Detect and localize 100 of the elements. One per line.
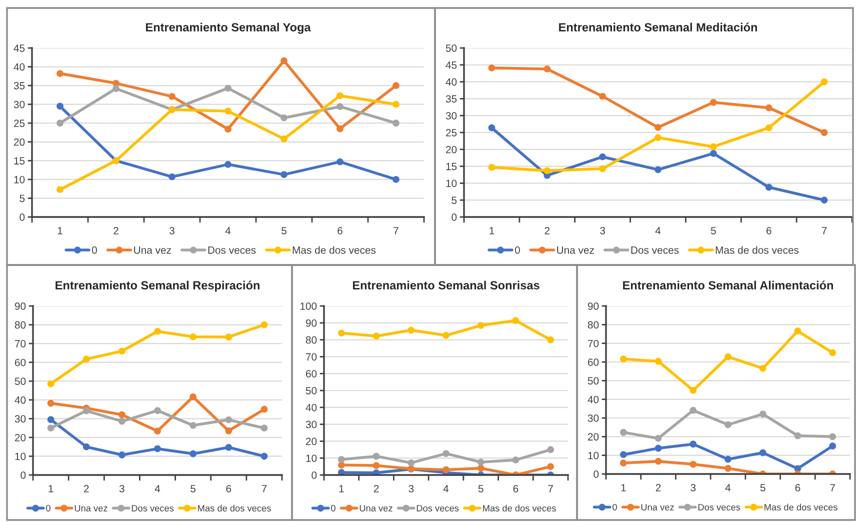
- x-tick-label: 1: [48, 485, 54, 492]
- x-tick-label: 4: [443, 485, 449, 492]
- legend-label: Dos veces: [631, 246, 679, 254]
- x-tick-label: 3: [170, 226, 174, 234]
- y-tick-label: 60: [15, 358, 26, 366]
- legend-label: Mas de dos veces: [716, 246, 799, 254]
- y-tick-label: 40: [14, 63, 25, 71]
- x-tick-label: 4: [154, 485, 160, 492]
- chart-title: Entrenamiento Semanal Alimentación: [623, 280, 833, 290]
- y-tick-label: 70: [588, 340, 599, 348]
- y-tick-label: 90: [14, 302, 26, 310]
- legend-label: Dos veces: [416, 505, 459, 512]
- x-tick-label: 3: [119, 484, 124, 492]
- y-tick-label: 40: [14, 396, 26, 404]
- y-tick-label: 10: [306, 454, 317, 462]
- y-tick-label: 0: [20, 214, 25, 221]
- legend-label: Dos veces: [132, 505, 174, 512]
- legend-label: Una vez: [360, 505, 392, 512]
- chart-title: Entrenamiento Semanal Sonrisas: [352, 280, 540, 290]
- x-tick-label: 6: [766, 226, 772, 234]
- x-tick-label: 3: [600, 226, 606, 234]
- x-tick-label: 5: [282, 227, 286, 234]
- x-tick-label: 4: [225, 227, 231, 234]
- x-tick-label: 2: [656, 484, 661, 492]
- y-tick-label: 30: [14, 415, 26, 423]
- y-tick-label: 90: [306, 319, 317, 327]
- y-tick-label: 50: [588, 377, 599, 385]
- x-tick-label: 1: [58, 227, 62, 234]
- legend-label: 0: [46, 504, 50, 512]
- x-tick-label: 5: [190, 485, 196, 492]
- y-tick-label: 70: [15, 340, 26, 348]
- x-tick-label: 4: [725, 484, 731, 492]
- y-tick-label: 20: [588, 433, 599, 441]
- legend-label: Dos veces: [698, 504, 740, 510]
- y-tick-label: 20: [306, 438, 317, 446]
- x-tick-label: 1: [490, 227, 494, 234]
- x-tick-label: 2: [84, 484, 89, 492]
- x-tick-label: 5: [710, 227, 716, 234]
- legend-label: 0: [92, 246, 97, 254]
- y-tick-label: 5: [20, 194, 25, 202]
- x-tick-label: 1: [621, 484, 626, 492]
- y-tick-label: 30: [588, 414, 599, 422]
- x-tick-label: 4: [655, 227, 661, 234]
- y-tick-label: 20: [14, 434, 26, 442]
- legend-label: 0: [514, 246, 520, 254]
- y-tick-label: 60: [588, 358, 599, 366]
- y-tick-label: 5: [452, 196, 457, 204]
- y-tick-label: 10: [588, 452, 599, 460]
- y-tick-label: 20: [446, 146, 457, 154]
- x-tick-label: 7: [548, 485, 553, 492]
- x-tick-label: 6: [795, 484, 800, 492]
- y-tick-label: 10: [15, 452, 26, 460]
- legend-label: 0: [612, 504, 617, 510]
- x-tick-label: 2: [374, 484, 379, 492]
- legend-label: Una vez: [557, 246, 594, 254]
- x-tick-label: 2: [544, 226, 550, 234]
- y-tick-label: 90: [588, 302, 599, 310]
- y-tick-label: 50: [14, 378, 26, 385]
- y-tick-label: 35: [446, 95, 457, 103]
- y-tick-label: 45: [446, 62, 457, 69]
- legend-label: Una vez: [74, 505, 108, 512]
- legend-label: Mas de dos veces: [764, 504, 838, 510]
- x-tick-label: 7: [822, 227, 827, 234]
- x-tick-label: 1: [339, 485, 344, 492]
- legend-label: 0: [331, 504, 336, 512]
- y-tick-label: 80: [588, 321, 599, 329]
- x-tick-label: 7: [830, 484, 835, 492]
- y-tick-label: 0: [20, 472, 26, 479]
- x-tick-label: 6: [226, 484, 232, 492]
- x-tick-label: 7: [394, 227, 398, 234]
- y-tick-label: 30: [306, 420, 317, 428]
- x-tick-label: 5: [478, 485, 484, 492]
- y-tick-label: 45: [14, 44, 25, 52]
- legend-label: Mas de dos veces: [483, 504, 556, 512]
- y-tick-label: 15: [446, 162, 457, 170]
- y-tick-label: 10: [14, 176, 25, 184]
- y-tick-label: 0: [452, 214, 457, 221]
- y-tick-label: 0: [594, 470, 599, 478]
- x-tick-label: 2: [114, 226, 118, 234]
- y-tick-label: 25: [14, 120, 25, 127]
- chart-title: Entrenamiento Semanal Meditación: [559, 22, 757, 32]
- y-tick-label: 60: [306, 370, 317, 378]
- legend-label: Una vez: [134, 246, 171, 254]
- y-tick-label: 80: [306, 336, 317, 344]
- legend-label: Mas de dos veces: [292, 246, 376, 254]
- legend-label: Una vez: [641, 504, 674, 510]
- y-tick-label: 40: [306, 404, 317, 412]
- y-tick-label: 30: [14, 100, 25, 108]
- y-tick-label: 30: [446, 112, 457, 120]
- y-tick-label: 70: [306, 353, 317, 361]
- x-tick-label: 6: [513, 484, 518, 492]
- legend-label: Dos veces: [208, 246, 256, 254]
- y-tick-label: 25: [446, 129, 457, 136]
- chart-title: Entrenamiento Semanal Respiración: [56, 280, 260, 292]
- x-tick-label: 7: [262, 485, 267, 492]
- y-tick-label: 40: [588, 396, 599, 404]
- y-tick-label: 35: [14, 82, 25, 90]
- x-tick-label: 3: [690, 484, 696, 492]
- x-tick-label: 5: [760, 484, 766, 492]
- chart-title: Entrenamiento Semanal Yoga: [146, 22, 311, 34]
